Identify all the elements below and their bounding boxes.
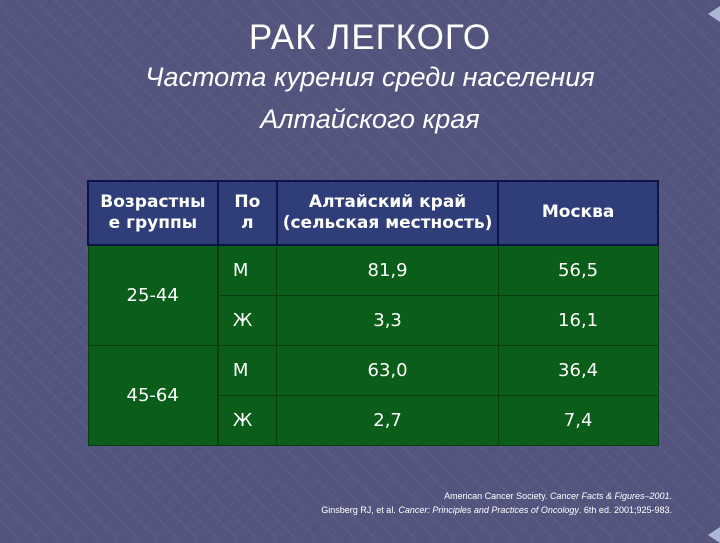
table-row: 45-64 М 63,0 36,4: [87, 345, 659, 446]
moscow-value-cell: 16,1: [497, 295, 659, 346]
header-sex-line1: По: [234, 191, 261, 212]
header-age-line1: Возрастны: [100, 191, 206, 212]
table-header-row: Возрастны е группы По л Алтайский край (…: [87, 180, 659, 246]
header-sex-line2: л: [241, 213, 254, 233]
sex-cell: М: [217, 244, 278, 296]
altai-value-cell: 81,9: [276, 244, 499, 296]
sex-cell: Ж: [217, 295, 278, 346]
smoking-frequency-table: Возрастны е группы По л Алтайский край (…: [87, 180, 659, 446]
header-sex: По л: [217, 180, 278, 246]
moscow-value-cell: 7,4: [497, 395, 659, 446]
moscow-value-cell: 36,4: [497, 345, 659, 396]
moscow-value-cell: 56,5: [497, 244, 659, 296]
age-group-cell: 45-64: [87, 345, 219, 446]
table-row: 25-44 М 81,9 56,5: [87, 244, 659, 346]
reference-line2-italic: Cancer: Principles and Practices of Onco…: [398, 504, 579, 515]
slide-subtitle-line2: Алтайского края: [260, 104, 480, 134]
sex-cell: Ж: [217, 395, 278, 446]
reference-citation: American Cancer Society. Cancer Facts & …: [321, 490, 672, 517]
header-age-line2: е группы: [108, 213, 198, 233]
reference-line2-suffix: . 6th ed. 2001;925-983.: [578, 504, 672, 515]
header-age-groups: Возрастны е группы: [87, 180, 219, 246]
altai-value-cell: 3,3: [276, 295, 499, 346]
reference-line1: American Cancer Society. Cancer Facts & …: [321, 490, 672, 504]
header-altai: Алтайский край (сельская местность): [276, 180, 500, 246]
reference-line1-text: American Cancer Society.: [444, 491, 550, 501]
table-row: Ж 2,7 7,4: [88, 395, 659, 446]
altai-value-cell: 63,0: [276, 345, 499, 396]
age-group-cell: 25-44: [87, 244, 219, 346]
reference-line2: Ginsberg RJ, et al. Cancer: Principles a…: [321, 504, 672, 518]
table-row: Ж 3,3 16,1: [88, 295, 659, 346]
decorative-arrow-icon: [708, 6, 720, 22]
header-altai-line1: Алтайский край: [308, 191, 467, 212]
reference-line2-text: Ginsberg RJ, et al.: [321, 504, 399, 515]
sex-cell: М: [217, 345, 278, 396]
altai-value-cell: 2,7: [276, 395, 499, 446]
header-altai-line2: (сельская местность): [282, 213, 493, 233]
header-moscow: Москва: [498, 180, 659, 246]
reference-line1-italic: Cancer Facts & Figures–2001.: [549, 491, 672, 501]
slide-subtitle-line1: Частота курения среди населения: [145, 62, 595, 92]
decorative-arrow-icon: [708, 527, 720, 543]
slide-title: РАК ЛЕГКОГО: [248, 18, 492, 57]
